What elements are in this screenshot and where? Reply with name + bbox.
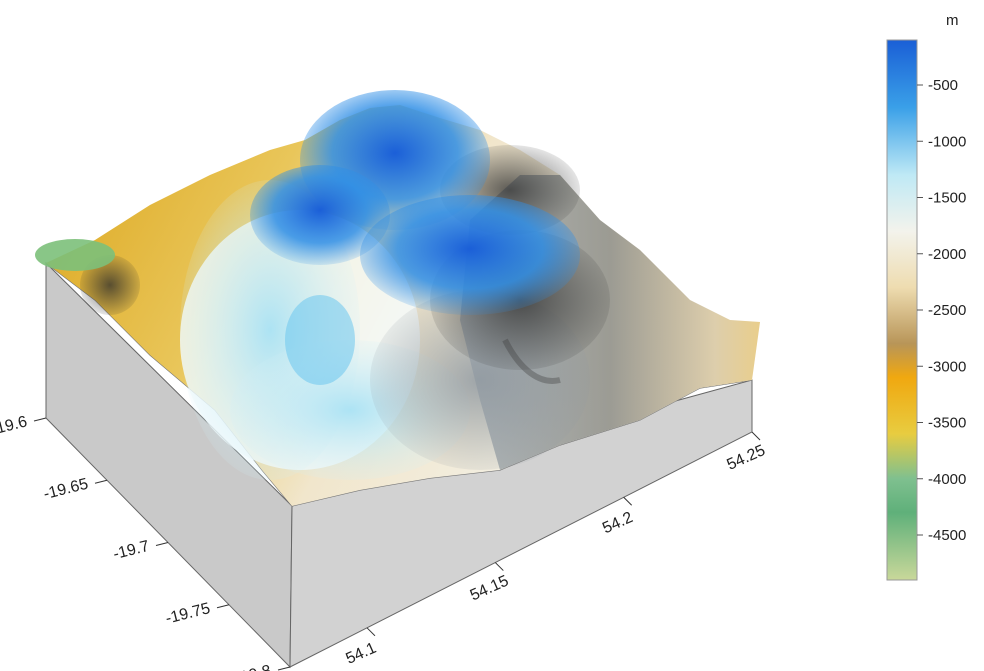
colorbar: m -500 -1000 -1500 -2000 -2500 -3000 -3500 -400… — [886, 12, 966, 581]
x-tick-label: 54.25 — [724, 442, 768, 474]
terrain-surface — [35, 90, 760, 506]
y-tick-label: -19.75 — [164, 600, 212, 627]
y-tick-mark — [33, 417, 47, 422]
y-tick-label: -19.8 — [233, 662, 273, 671]
terrain-dark-3 — [80, 255, 140, 315]
colorbar-tick-label: -1500 — [928, 190, 966, 207]
terrain-peak-3 — [250, 165, 390, 265]
x-tick-mark — [494, 562, 504, 571]
colorbar-tick-label: -4000 — [928, 471, 966, 488]
x-tick-mark — [623, 496, 633, 506]
y-tick-mark — [155, 542, 169, 546]
y-tick-label: -19.7 — [111, 538, 151, 563]
y-tick-mark — [216, 604, 230, 609]
colorbar-tick-label: -2000 — [928, 246, 966, 263]
y-tick-mark — [94, 479, 108, 484]
colorbar-ticks: -500 -1000 -1500 -2000 -2500 -3000 -3500 -4000 -… — [917, 77, 966, 544]
terrain-green-corner — [35, 239, 115, 271]
x-tick-label: 54.1 — [343, 640, 378, 668]
terrain-peak-2 — [360, 195, 580, 315]
y-tick-label: -19.65 — [42, 476, 90, 503]
x-tick-mark — [366, 627, 376, 637]
y-tick-label: -19.6 — [0, 413, 29, 438]
y-tick-mark — [277, 666, 291, 671]
terrain-cyan-1 — [285, 295, 355, 385]
surface-block — [35, 90, 760, 669]
x-tick-label: 54.15 — [468, 572, 512, 604]
terrain-shadow-ridge — [502, 338, 561, 384]
colorbar-unit: m — [946, 12, 959, 29]
colorbar-tick-label: -2500 — [928, 302, 966, 319]
colorbar-tick-label: -3500 — [928, 415, 966, 432]
x-tick-label: 54.2 — [600, 509, 635, 537]
colorbar-tick-label: -500 — [928, 77, 958, 94]
colorbar-tick-label: -3000 — [928, 358, 966, 375]
x-tick-mark — [751, 431, 761, 441]
colorbar-tick-label: -4500 — [928, 527, 966, 544]
colorbar-tick-label: -1000 — [928, 133, 966, 150]
colorbar-bar — [886, 39, 918, 581]
